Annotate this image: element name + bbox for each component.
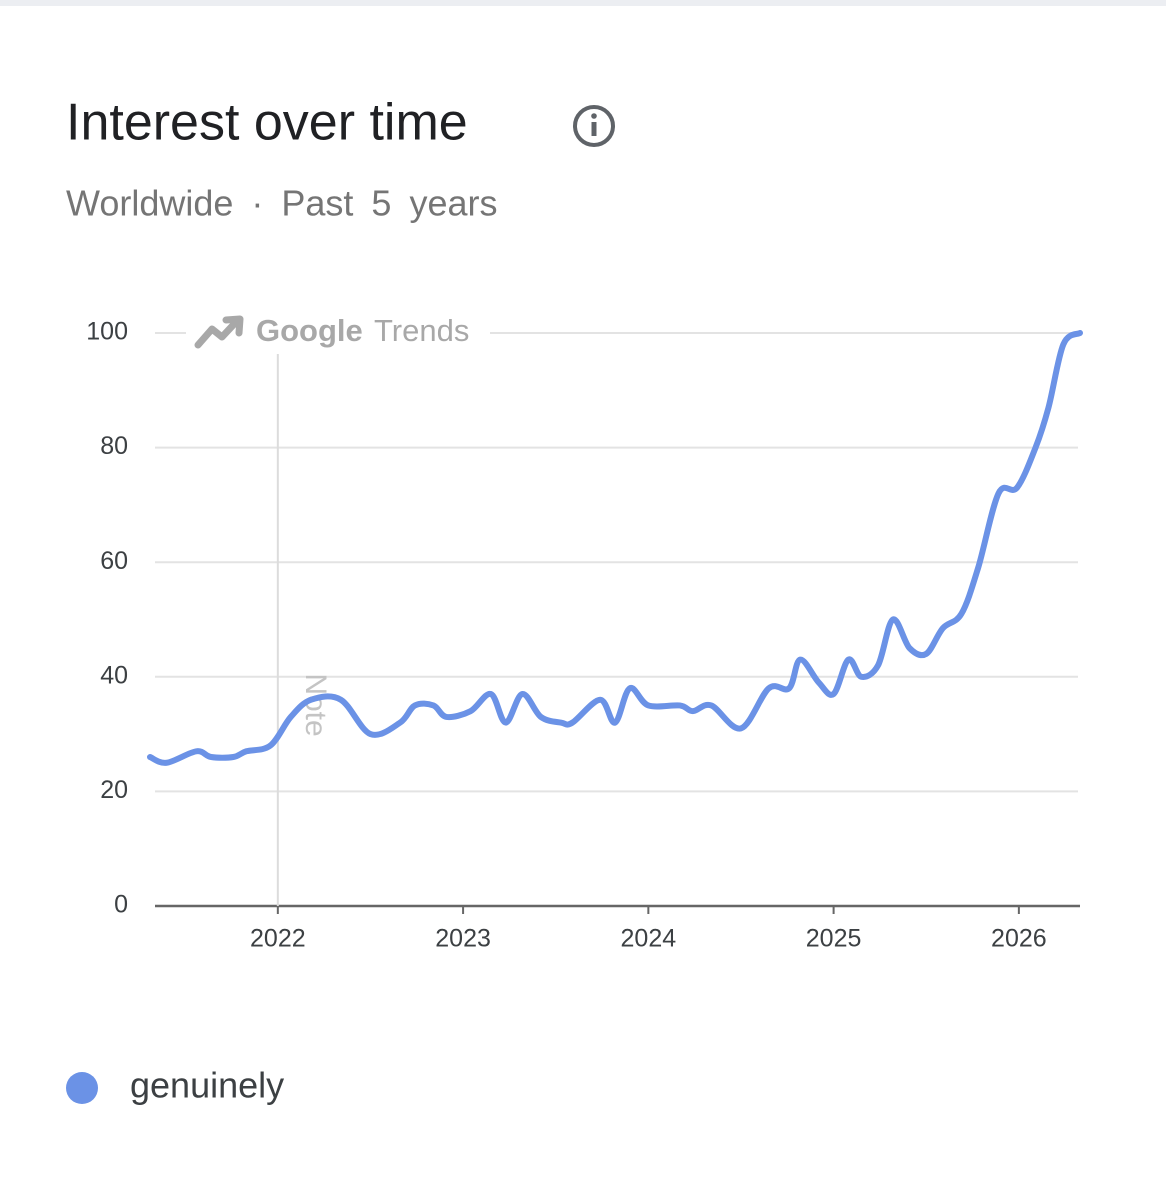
- watermark-icon: [194, 315, 244, 349]
- top-band: [0, 0, 1166, 6]
- info-icon[interactable]: [573, 105, 615, 147]
- legend-marker: [66, 1072, 98, 1104]
- legend: genuinely: [66, 1065, 284, 1106]
- y-tick-label: 60: [100, 547, 128, 575]
- series-line: [147, 330, 1083, 766]
- x-tick-label: 2022: [250, 925, 306, 953]
- y-tick-label: 0: [114, 891, 128, 919]
- x-tick-label: 2026: [991, 925, 1047, 953]
- x-tick-label: 2024: [621, 925, 677, 953]
- y-tick-label: 20: [100, 776, 128, 804]
- y-tick-label: 100: [86, 318, 128, 346]
- watermark-product: Trends: [374, 313, 469, 348]
- y-tick-label: 40: [100, 661, 128, 689]
- chart-title: Interest over time: [66, 94, 468, 152]
- y-tick-label: 80: [100, 432, 128, 460]
- legend-label: genuinely: [130, 1065, 284, 1106]
- x-tick-label: 2023: [435, 925, 491, 953]
- x-tick-label: 2025: [806, 925, 862, 953]
- chart-subtitle: Worldwide · Past 5 years: [66, 183, 497, 224]
- watermark-brand: Google: [256, 313, 363, 348]
